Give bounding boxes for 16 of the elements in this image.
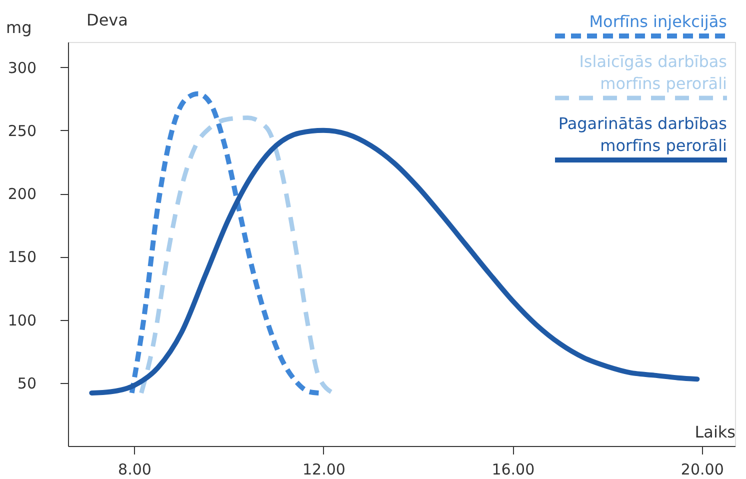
y-tick-label: 100 (8, 311, 36, 330)
y-tick-label: 200 (8, 185, 36, 203)
x-tick-label: 8.00 (118, 460, 152, 478)
x-tick-label: 12.00 (302, 460, 346, 478)
x-tick-label: 16.00 (492, 460, 535, 478)
text: Islaicīgās darbības morfīns perorāli (579, 52, 727, 93)
y-tick-label: 50 (17, 374, 36, 392)
y-tick-label: 150 (8, 248, 36, 266)
text: mg (6, 18, 32, 37)
y-axis-title: Deva (86, 10, 128, 30)
y-tick-label: 300 (8, 58, 36, 77)
x-axis-title: Laiks (694, 422, 736, 442)
text: Pagarinātās darbības morfīns perorāli (558, 114, 727, 155)
text: Morfīns injekcijās (589, 12, 727, 31)
y-tick-label: 250 (8, 122, 36, 140)
x-tick-label: 20.00 (680, 460, 724, 478)
